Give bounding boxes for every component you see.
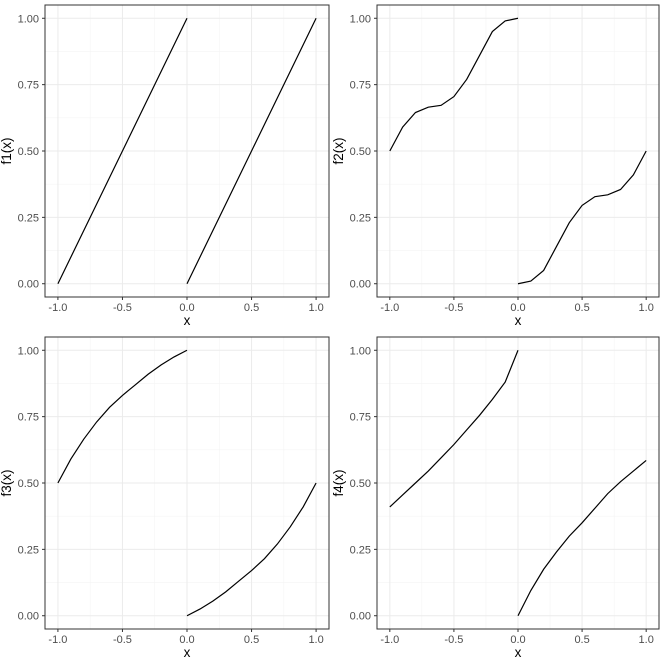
y-axis-title: f3(x) — [0, 470, 14, 497]
x-axis-title: x — [184, 313, 191, 328]
y-tick-label: 0.00 — [350, 279, 371, 291]
y-tick-label: 1.00 — [18, 345, 39, 357]
y-tick-label: 0.00 — [350, 611, 371, 623]
y-tick-label: 0.25 — [350, 544, 371, 556]
y-tick-label: 0.50 — [350, 478, 371, 490]
series-line-2 — [186, 18, 317, 284]
x-tick-label: -1.0 — [48, 634, 67, 646]
series-line-2 — [517, 459, 647, 617]
x-tick-label: 1.0 — [639, 302, 654, 314]
y-axis-title: f2(x) — [331, 138, 346, 165]
x-axis-title: x — [515, 645, 522, 660]
series-line-2 — [517, 150, 647, 285]
panel-1: -1.0 -0.5 0.0 0.5 1.0 0.00 0.25 0.50 0.75 1.00 x f1… — [0, 4, 330, 328]
y-tick-label: 0.00 — [18, 611, 39, 623]
panel-4: -1.0 -0.5 0.0 0.5 1.0 0.00 0.25 0.50 0.75 1.00 x f4… — [331, 336, 660, 660]
x-tick-label: -1.0 — [380, 634, 399, 646]
y-tick-label: 1.00 — [350, 13, 371, 25]
x-axis-title: x — [184, 645, 191, 660]
y-tick-label: 0.25 — [18, 544, 39, 556]
x-tick-label: -0.5 — [113, 634, 132, 646]
x-tick-label: -1.0 — [380, 302, 399, 314]
x-tick-label: 0.5 — [244, 634, 259, 646]
x-tick-label: -0.5 — [113, 302, 132, 314]
x-tick-label: -0.5 — [444, 634, 463, 646]
y-tick-label: 0.75 — [18, 412, 39, 424]
x-tick-label: -1.0 — [48, 302, 67, 314]
series-line-1 — [389, 17, 519, 152]
x-tick-label: 1.0 — [639, 634, 654, 646]
y-tick-label: 0.75 — [350, 80, 371, 92]
x-tick-label: 0.0 — [179, 634, 194, 646]
y-tick-label: 0.25 — [350, 212, 371, 224]
series-line-1 — [389, 350, 519, 508]
y-axis-title: f1(x) — [0, 138, 14, 165]
y-tick-label: 0.75 — [18, 80, 39, 92]
x-tick-label: 0.0 — [510, 634, 525, 646]
x-tick-label: -0.5 — [444, 302, 463, 314]
panel-3: -1.0 -0.5 0.0 0.5 1.0 0.00 0.25 0.50 0.75 1.00 x f3… — [0, 336, 330, 660]
x-tick-label: 0.0 — [179, 302, 194, 314]
x-tick-label: 0.5 — [574, 634, 589, 646]
x-tick-label: 0.5 — [574, 302, 589, 314]
y-tick-label: 1.00 — [350, 345, 371, 357]
y-tick-label: 0.50 — [18, 146, 39, 158]
series-line-1 — [57, 349, 188, 484]
y-tick-label: 0.50 — [18, 478, 39, 490]
panel-2: -1.0 -0.5 0.0 0.5 1.0 0.00 0.25 0.50 0.75 1.00 x f2… — [331, 4, 660, 328]
x-tick-label: 0.0 — [510, 302, 525, 314]
x-tick-label: 1.0 — [308, 302, 323, 314]
x-tick-label: 1.0 — [308, 634, 323, 646]
y-tick-label: 0.25 — [18, 212, 39, 224]
y-tick-label: 0.75 — [350, 412, 371, 424]
y-tick-label: 1.00 — [18, 13, 39, 25]
series-line-2 — [186, 482, 317, 617]
x-axis-title: x — [515, 313, 522, 328]
x-tick-label: 0.5 — [244, 302, 259, 314]
y-axis-title: f4(x) — [331, 470, 346, 497]
series-line-1 — [57, 18, 188, 284]
y-tick-label: 0.50 — [350, 146, 371, 158]
y-tick-label: 0.00 — [18, 279, 39, 291]
